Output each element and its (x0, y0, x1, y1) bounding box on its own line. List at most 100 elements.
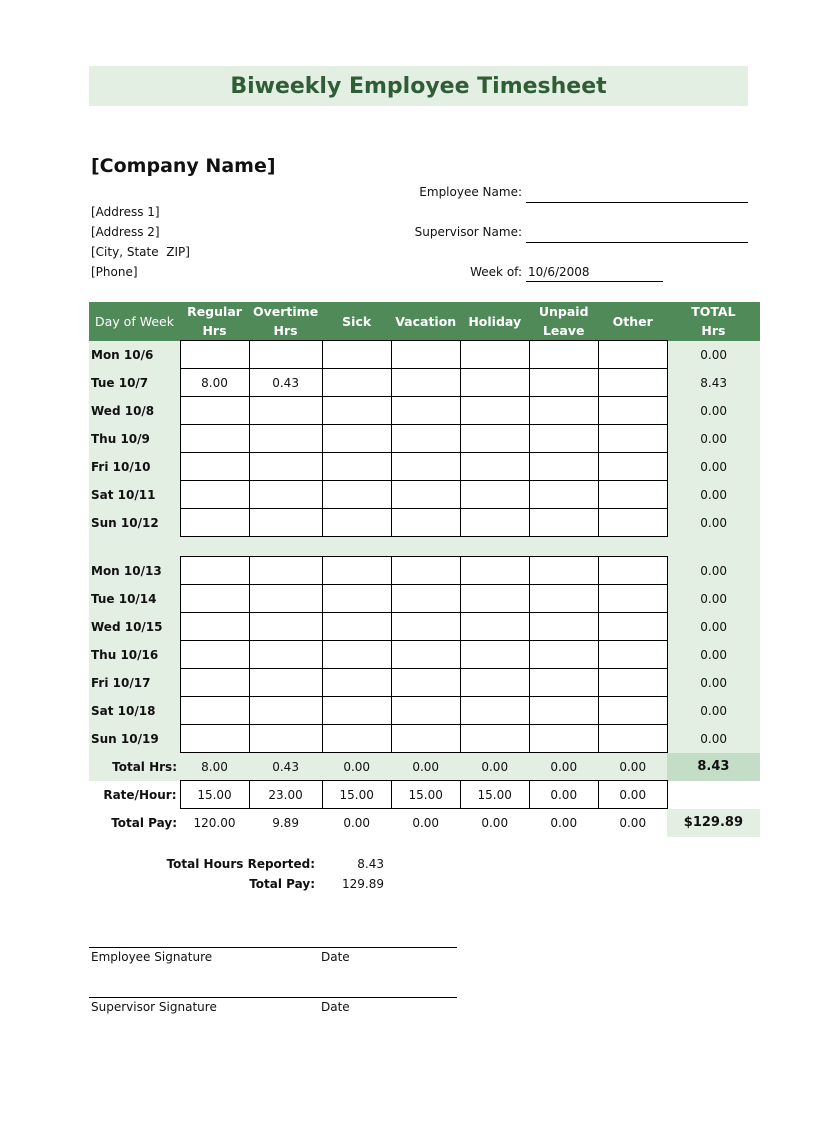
hours-input[interactable] (321, 696, 392, 725)
hours-input[interactable] (321, 368, 392, 397)
hours-input[interactable] (459, 508, 530, 537)
rate-input[interactable]: 15.00 (459, 780, 530, 809)
hours-input[interactable] (459, 452, 530, 481)
address-2[interactable]: [Address 2] (91, 225, 160, 239)
hours-input[interactable] (528, 480, 599, 509)
hours-input[interactable] (248, 556, 323, 585)
hours-input[interactable] (528, 724, 599, 753)
hours-input[interactable] (248, 724, 323, 753)
hours-input[interactable] (321, 396, 392, 425)
hours-input[interactable] (321, 480, 392, 509)
hours-input[interactable] (179, 668, 250, 697)
hours-input[interactable] (248, 396, 323, 425)
employee-signature-line[interactable] (89, 947, 457, 948)
address-1[interactable]: [Address 1] (91, 205, 160, 219)
hours-input[interactable] (179, 396, 250, 425)
hours-input[interactable] (248, 612, 323, 641)
hours-input[interactable] (528, 508, 599, 537)
hours-input[interactable] (528, 424, 599, 453)
rate-input[interactable]: 0.00 (597, 780, 668, 809)
hours-input[interactable] (597, 508, 668, 537)
hours-input[interactable] (179, 340, 250, 369)
hours-input[interactable] (528, 368, 599, 397)
hours-input[interactable] (528, 612, 599, 641)
hours-input[interactable] (528, 668, 599, 697)
hours-input[interactable] (248, 480, 323, 509)
hours-input[interactable] (321, 640, 392, 669)
hours-input[interactable] (390, 508, 461, 537)
hours-input[interactable] (179, 556, 250, 585)
hours-input[interactable] (459, 724, 530, 753)
hours-input[interactable] (459, 612, 530, 641)
hours-input[interactable] (390, 584, 461, 613)
hours-input[interactable] (390, 696, 461, 725)
rate-input[interactable]: 0.00 (528, 780, 599, 809)
hours-input[interactable] (597, 640, 668, 669)
hours-input[interactable] (597, 452, 668, 481)
hours-input[interactable] (248, 508, 323, 537)
hours-input[interactable] (248, 584, 323, 613)
hours-input[interactable] (390, 368, 461, 397)
hours-input[interactable] (248, 424, 323, 453)
hours-input[interactable] (528, 556, 599, 585)
hours-input[interactable] (179, 452, 250, 481)
hours-input[interactable] (459, 584, 530, 613)
hours-input[interactable] (597, 668, 668, 697)
employee-name-field[interactable] (526, 186, 748, 203)
hours-input[interactable] (528, 340, 599, 369)
hours-input[interactable] (390, 612, 461, 641)
hours-input[interactable] (321, 424, 392, 453)
company-name[interactable]: [Company Name] (91, 155, 276, 177)
hours-input[interactable] (321, 556, 392, 585)
rate-input[interactable]: 15.00 (390, 780, 461, 809)
hours-input[interactable] (179, 584, 250, 613)
hours-input[interactable] (597, 396, 668, 425)
hours-input[interactable] (390, 640, 461, 669)
hours-input[interactable] (528, 584, 599, 613)
hours-input[interactable] (248, 668, 323, 697)
hours-input[interactable] (390, 724, 461, 753)
hours-input[interactable] (390, 396, 461, 425)
hours-input[interactable] (321, 724, 392, 753)
rate-input[interactable]: 23.00 (248, 780, 323, 809)
hours-input[interactable] (179, 640, 250, 669)
hours-input[interactable] (179, 724, 250, 753)
hours-input[interactable] (459, 396, 530, 425)
hours-input[interactable] (459, 556, 530, 585)
hours-input[interactable] (597, 424, 668, 453)
hours-input[interactable] (321, 340, 392, 369)
supervisor-name-field[interactable] (526, 226, 748, 243)
hours-input[interactable] (597, 480, 668, 509)
hours-input[interactable] (321, 612, 392, 641)
hours-input[interactable] (459, 340, 530, 369)
hours-input[interactable] (459, 696, 530, 725)
hours-input[interactable] (597, 340, 668, 369)
hours-input[interactable] (179, 508, 250, 537)
hours-input[interactable] (179, 424, 250, 453)
hours-input[interactable] (321, 452, 392, 481)
hours-input[interactable] (321, 584, 392, 613)
hours-input[interactable] (597, 368, 668, 397)
hours-input[interactable] (528, 452, 599, 481)
hours-input[interactable] (459, 480, 530, 509)
hours-input[interactable] (179, 480, 250, 509)
hours-input[interactable] (597, 584, 668, 613)
hours-input[interactable] (179, 696, 250, 725)
hours-input[interactable] (390, 556, 461, 585)
supervisor-signature-line[interactable] (89, 997, 457, 998)
hours-input[interactable] (459, 368, 530, 397)
rate-input[interactable]: 15.00 (321, 780, 392, 809)
hours-input[interactable] (528, 396, 599, 425)
hours-input[interactable]: 8.00 (179, 368, 250, 397)
hours-input[interactable] (597, 556, 668, 585)
phone[interactable]: [Phone] (91, 265, 138, 279)
hours-input[interactable] (390, 668, 461, 697)
hours-input[interactable] (321, 508, 392, 537)
hours-input[interactable] (390, 424, 461, 453)
hours-input[interactable] (528, 696, 599, 725)
rate-input[interactable]: 15.00 (179, 780, 250, 809)
hours-input[interactable] (597, 696, 668, 725)
hours-input[interactable] (179, 612, 250, 641)
hours-input[interactable] (248, 452, 323, 481)
hours-input[interactable] (528, 640, 599, 669)
